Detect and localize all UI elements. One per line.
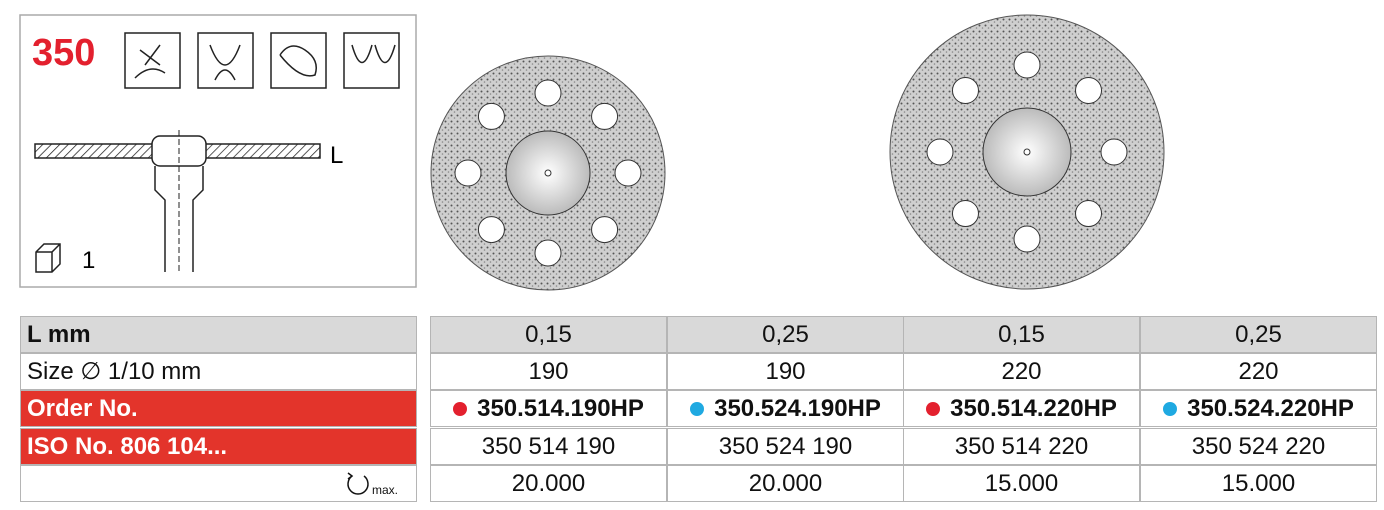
disc-hole bbox=[591, 102, 619, 130]
disc-hole bbox=[534, 239, 562, 267]
disc-hole bbox=[951, 200, 979, 228]
cell-text: 190 bbox=[765, 357, 806, 385]
product-code: 350 bbox=[32, 32, 95, 74]
table-cell: 0,15 bbox=[430, 316, 667, 353]
disc-hole bbox=[477, 216, 505, 244]
table-cell: 350 514 190 bbox=[430, 428, 667, 465]
table-cell: 350 524 190 bbox=[667, 428, 904, 465]
row-label: max. bbox=[20, 465, 417, 502]
cell-text: 350 514 190 bbox=[481, 432, 616, 460]
cell-text: 0,25 bbox=[1235, 320, 1282, 348]
table-cell: 350 524 220 bbox=[1140, 428, 1377, 465]
label-text: max. bbox=[371, 483, 398, 497]
disc-center bbox=[544, 169, 552, 177]
label-text: Size ∅ 1/10 mm bbox=[27, 358, 202, 385]
disc-hole bbox=[926, 138, 954, 166]
disc-hole bbox=[477, 102, 505, 130]
usage-icons bbox=[124, 32, 400, 89]
cell-text: 350.524.190HP bbox=[714, 394, 881, 422]
table-cell: 220 bbox=[903, 353, 1140, 390]
table-cell: 350.524.190HP bbox=[667, 390, 904, 427]
table-cell: 350.524.220HP bbox=[1140, 390, 1377, 427]
length-label: L bbox=[330, 142, 343, 169]
label-text: ISO No. 806 104... bbox=[27, 432, 228, 460]
table-cell: 0,15 bbox=[903, 316, 1140, 353]
disc-hole bbox=[1075, 200, 1103, 228]
cell-text: 350.524.220HP bbox=[1187, 394, 1354, 422]
table-cell: 15.000 bbox=[1140, 465, 1377, 502]
cell-text: 20.000 bbox=[511, 469, 586, 497]
table-cell: 0,25 bbox=[1140, 316, 1377, 353]
cell-text: 220 bbox=[1238, 357, 1279, 385]
illustration: 350 L 1 bbox=[19, 14, 1165, 291]
row-label: Size ∅ 1/10 mm bbox=[20, 353, 417, 390]
cell-text: 0,15 bbox=[525, 320, 572, 348]
table-cell: 20.000 bbox=[667, 465, 904, 502]
cell-text: 0,25 bbox=[762, 320, 809, 348]
pack-qty: 1 bbox=[82, 247, 95, 274]
rpm-icon bbox=[347, 471, 369, 495]
pack-icon bbox=[35, 243, 61, 273]
disc-hole bbox=[1013, 225, 1041, 253]
color-dot bbox=[453, 401, 468, 416]
cell-text: 20.000 bbox=[748, 469, 823, 497]
row-label: ISO No. 806 104... bbox=[20, 428, 417, 465]
cell-text: 220 bbox=[1001, 357, 1042, 385]
label-text: L mm bbox=[27, 320, 91, 348]
table-cell: 350.514.220HP bbox=[903, 390, 1140, 427]
table-cell: 220 bbox=[1140, 353, 1377, 390]
disc-hole bbox=[614, 159, 642, 187]
cell-text: 350.514.190HP bbox=[477, 394, 644, 422]
disc-hole bbox=[534, 79, 562, 107]
table-cell: 0,25 bbox=[667, 316, 904, 353]
table-cell: 20.000 bbox=[430, 465, 667, 502]
cell-text: 350.514.220HP bbox=[950, 394, 1117, 422]
row-label: Order No. bbox=[20, 390, 417, 427]
table-cell: 350.514.190HP bbox=[430, 390, 667, 427]
color-dot bbox=[926, 401, 941, 416]
disc-hole bbox=[454, 159, 482, 187]
mandrel-shank bbox=[154, 166, 204, 272]
cell-text: 15.000 bbox=[984, 469, 1059, 497]
cell-text: 190 bbox=[528, 357, 569, 385]
disc-hole bbox=[1075, 76, 1103, 104]
row-label: L mm bbox=[20, 316, 417, 353]
label-text: Order No. bbox=[27, 394, 138, 422]
color-dot bbox=[690, 401, 705, 416]
table-cell: 190 bbox=[430, 353, 667, 390]
disc-hole bbox=[1013, 51, 1041, 79]
cell-text: 350 514 220 bbox=[954, 432, 1089, 460]
color-dot bbox=[1163, 401, 1178, 416]
cell-text: 0,15 bbox=[998, 320, 1045, 348]
table-cell: 190 bbox=[667, 353, 904, 390]
disc-center bbox=[1023, 148, 1031, 156]
cell-text: 350 524 220 bbox=[1191, 432, 1326, 460]
disc-hole bbox=[951, 76, 979, 104]
cell-text: 15.000 bbox=[1221, 469, 1296, 497]
table-cell: 350 514 220 bbox=[903, 428, 1140, 465]
cell-text: 350 524 190 bbox=[718, 432, 853, 460]
table-cell: 15.000 bbox=[903, 465, 1140, 502]
disc-hole bbox=[591, 216, 619, 244]
disc-hole bbox=[1100, 138, 1128, 166]
